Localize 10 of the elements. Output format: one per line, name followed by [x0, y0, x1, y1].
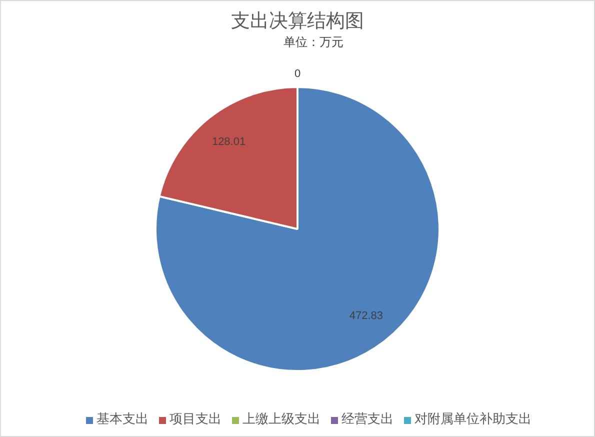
- legend-label: 上缴上级支出: [242, 412, 320, 428]
- chart-title: 支出决算结构图: [231, 9, 364, 33]
- legend-label: 基本支出: [96, 412, 148, 428]
- chart-subtitle: 单位：万元: [284, 34, 344, 50]
- data-label: 128.01: [212, 136, 246, 148]
- data-label: 472.83: [349, 310, 384, 322]
- legend-label: 对附属单位补助支出: [414, 412, 532, 428]
- legend-label: 经营支出: [342, 412, 394, 428]
- legend-label: 项目支出: [170, 412, 222, 428]
- text: 0: [294, 68, 301, 80]
